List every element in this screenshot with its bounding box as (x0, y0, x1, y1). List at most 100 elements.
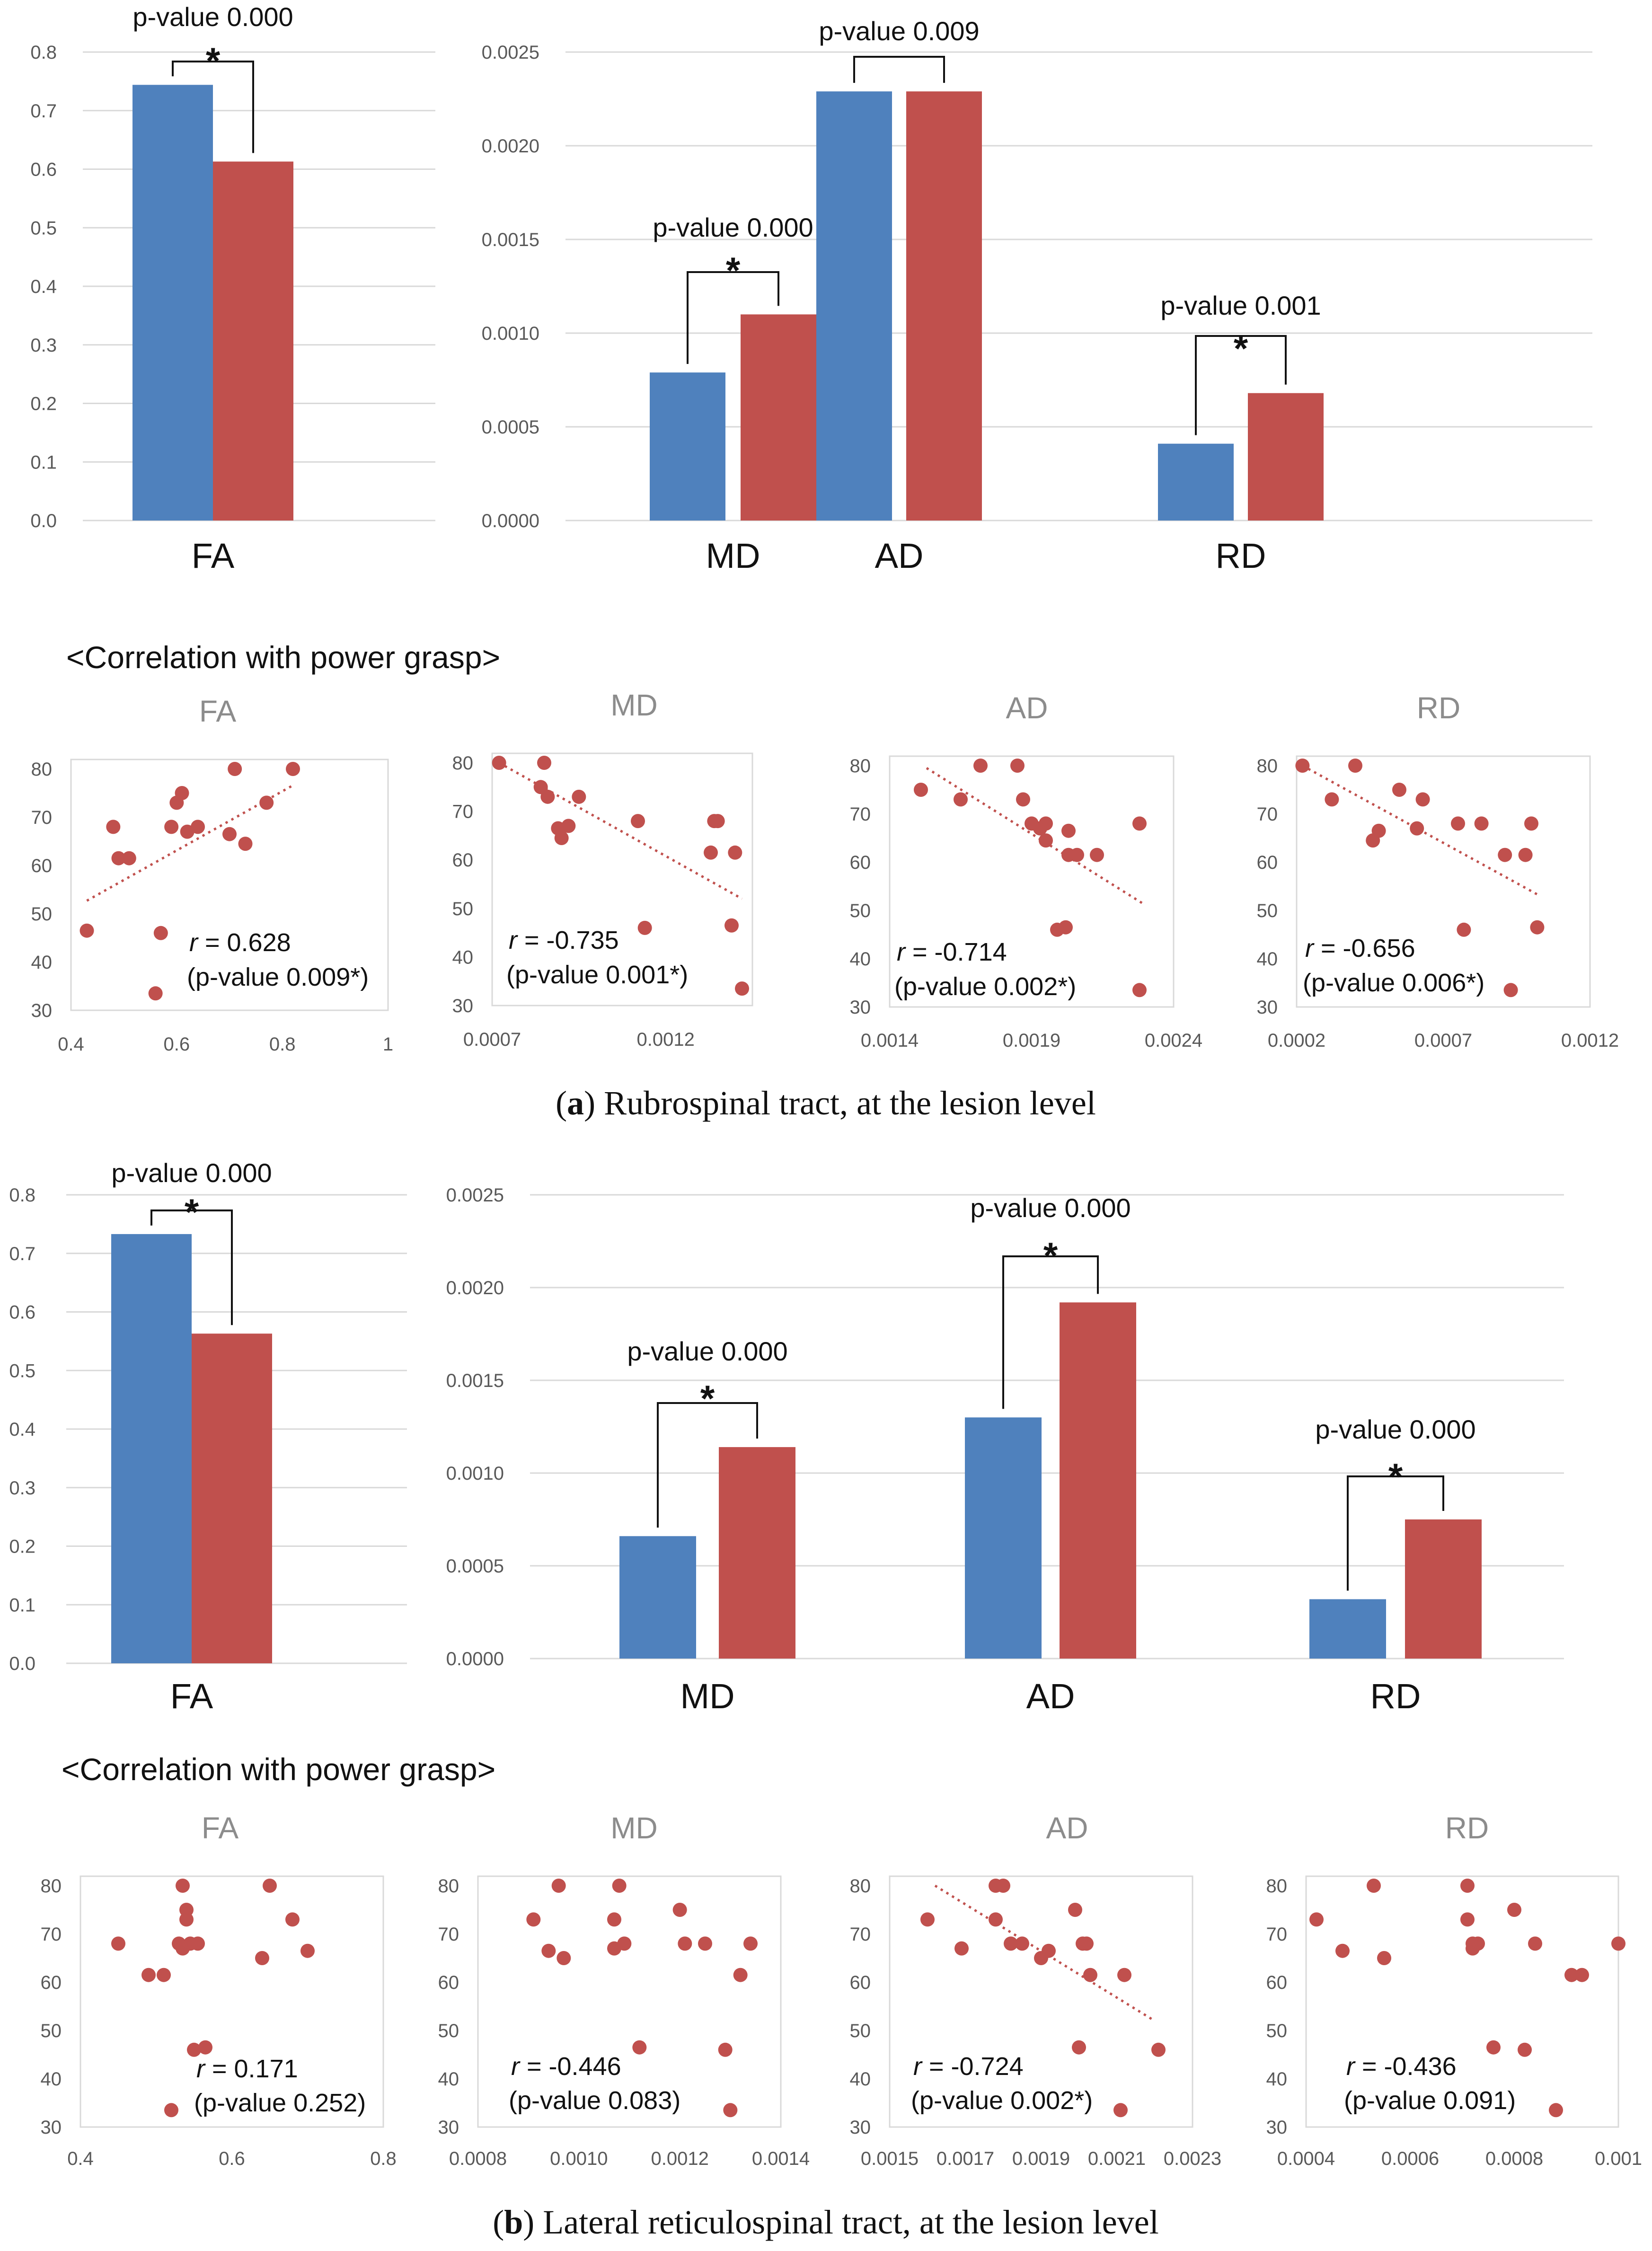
y-tick-label: 0.0000 (446, 1649, 504, 1669)
r-value: = 0.171 (205, 2055, 298, 2083)
data-point (551, 1879, 566, 1893)
data-point (1083, 1968, 1097, 1982)
y-tick-label: 30 (850, 2117, 871, 2138)
data-point (612, 1879, 627, 1893)
bar-chart-md-ad-rd: 0.0000 0.0005 0.0010 0.0015 0.0020 0.0025 MD AD… (482, 16, 1592, 575)
p-value-text: (p-value 0.002*) (911, 2086, 1093, 2115)
data-point (1498, 847, 1512, 862)
y-tick-label: 0.8 (9, 1185, 35, 1206)
y-tick-label: 60 (1257, 852, 1278, 873)
data-point (724, 918, 739, 933)
y-tick-label: 0.0000 (482, 511, 539, 531)
y-tick-label: 0.0025 (446, 1185, 504, 1206)
y-tick-label: 50 (438, 2021, 459, 2041)
x-tick-label: 0.001 (1595, 2148, 1642, 2169)
y-tick-label: 50 (41, 2021, 62, 2041)
r-value: = -0.714 (905, 938, 1007, 966)
data-point (148, 986, 163, 1001)
y-tick-label: 70 (452, 802, 474, 822)
p-value-text: (p-value 0.002*) (894, 972, 1076, 1001)
data-point (1004, 1936, 1018, 1951)
y-tick-label: 60 (31, 856, 53, 876)
data-point (540, 789, 555, 804)
y-tick-label: 0.7 (30, 101, 57, 122)
data-point (1335, 1943, 1350, 1958)
plot-frame (889, 755, 1175, 1008)
bar-MD-group1 (619, 1536, 696, 1659)
significance-star: * (1043, 1235, 1058, 1276)
significance-bracket (657, 1402, 758, 1528)
y-tick-label: 60 (452, 850, 474, 871)
y-tick-label: 60 (850, 852, 871, 873)
y-tick-label: 0.0015 (446, 1370, 504, 1391)
data-point (607, 1912, 621, 1927)
x-tick-label: 0.0007 (463, 1029, 521, 1050)
y-tick-label: 70 (1266, 1924, 1288, 1945)
data-point (285, 1912, 300, 1927)
category-label-RD: RD (1216, 536, 1266, 575)
x-tick-label: 0.0004 (1277, 2148, 1335, 2169)
p-value-label: p-value 0.000 (627, 1336, 787, 1366)
y-tick-label: 0.0005 (482, 417, 539, 438)
plot-frame (70, 759, 389, 1011)
panel-b-lateral-reticulospinal: 0.0 0.1 0.2 0.3 0.4 0.5 0.6 0.7 0.8 FA p-value 0.0… (9, 1158, 1642, 2241)
data-point (153, 926, 168, 940)
data-point (1079, 1936, 1094, 1951)
x-tick-label: 0.0010 (550, 2148, 608, 2169)
data-point (255, 1951, 269, 1965)
x-tick-label: 0.0002 (1268, 1030, 1325, 1051)
y-tick-label: 30 (438, 2117, 459, 2138)
r-statistic: r = 0.171 (196, 2055, 298, 2083)
data-point (1072, 2040, 1086, 2055)
caption-text: ) Lateral reticulospinal tract, at the l… (523, 2203, 1158, 2241)
p-value-text: (p-value 0.001*) (506, 961, 688, 989)
significance-bracket (1195, 335, 1287, 435)
y-tick-label: 40 (1257, 949, 1278, 970)
scatter-plot-RD: RD 30 40 50 60 70 80 0.0002 0.0007 0.0012 r = -0.6… (1257, 691, 1619, 1051)
scatter-title: MD (610, 688, 658, 722)
p-value-label: p-value 0.009 (819, 16, 979, 46)
significance-star: * (185, 1191, 199, 1233)
data-point (1016, 792, 1030, 807)
scatter-title: AD (1006, 691, 1048, 725)
y-tick-label: 70 (1257, 804, 1278, 825)
bar-RD-group2 (1405, 1519, 1482, 1659)
data-point (1059, 920, 1073, 935)
p-value-label: p-value 0.000 (1315, 1414, 1475, 1444)
data-point (191, 820, 205, 834)
data-point (710, 814, 725, 829)
x-tick-label: 0.6 (164, 1034, 190, 1055)
data-point (733, 1968, 748, 1982)
data-point (1503, 983, 1518, 998)
x-tick-label: 0.0019 (1012, 2148, 1070, 2169)
y-tick-label: 0.6 (30, 159, 57, 180)
data-point (80, 923, 94, 938)
y-tick-label: 30 (1257, 997, 1278, 1018)
scatter-plot-MD: MD 30 40 50 60 70 80 0.0008 0.0010 0.0012 0.0014 r … (438, 1811, 810, 2169)
data-point (300, 1943, 315, 1958)
data-point (176, 1879, 190, 1893)
y-tick-label: 80 (31, 759, 53, 780)
data-point (106, 820, 121, 834)
data-point (1457, 922, 1471, 937)
p-value-text: (p-value 0.009*) (187, 963, 369, 991)
y-tick-label: 0.0010 (446, 1463, 504, 1484)
y-tick-label: 80 (452, 753, 474, 774)
data-point (1151, 2042, 1166, 2057)
x-tick-label: 0.4 (67, 2148, 94, 2169)
y-tick-label: 0.8 (30, 42, 57, 63)
r-statistic: r = -0.446 (511, 2052, 621, 2081)
y-tick-label: 80 (1257, 756, 1278, 777)
plot-frame (477, 1875, 782, 2128)
y-tick-label: 60 (850, 1972, 871, 1993)
data-point (631, 814, 645, 829)
bar-AD-group1 (965, 1417, 1042, 1659)
x-tick-label: 0.0007 (1414, 1030, 1472, 1051)
data-point (1524, 816, 1538, 831)
y-tick-label: 0.1 (9, 1595, 35, 1615)
x-tick-label: 0.8 (269, 1034, 296, 1055)
panel-a-rubrospinal: 0.0 0.1 0.2 0.3 0.4 0.5 0.6 0.7 0.8 FA p-value 0.0… (30, 2, 1619, 1122)
y-tick-label: 70 (438, 1924, 459, 1945)
data-point (973, 759, 988, 773)
x-tick-label: 0.4 (58, 1034, 84, 1055)
